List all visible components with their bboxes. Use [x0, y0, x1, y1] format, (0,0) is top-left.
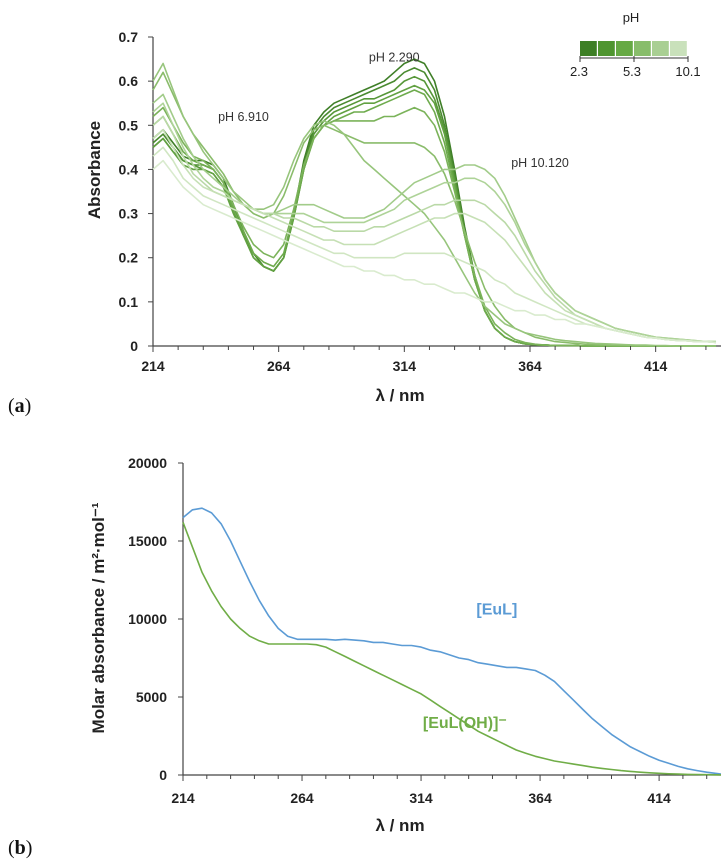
svg-text:(b): (b) — [8, 837, 32, 859]
ph-legend-swatches — [579, 41, 689, 62]
panel-b-label: (b) — [8, 837, 32, 859]
ph-annotation: pH 2.290 — [369, 50, 420, 64]
series-line-13 — [152, 146, 717, 344]
y-tick-label: 5000 — [136, 689, 167, 705]
ph-legend-swatch — [652, 41, 669, 56]
ph-legend-swatch — [580, 41, 597, 56]
ph-annotation: pH 6.910 — [218, 110, 269, 124]
y-tick-label: 0.1 — [119, 294, 139, 310]
panel-a-x-axis-title: λ / nm — [375, 386, 424, 405]
panel-a-y-axis-title: Absorbance — [85, 121, 104, 219]
series-line-12 — [152, 128, 717, 344]
panel-b-x-axis-title: λ / nm — [375, 816, 424, 835]
series-line-14 — [152, 159, 717, 344]
panel-b-series-labels: [EuL] [EuL(OH)]⁻ — [423, 601, 517, 732]
panel-a-ticks: 0 0.1 0.2 0.3 0.4 0.5 0.6 0.7 214 264 314 364 414 — [119, 29, 707, 374]
ph-legend-swatch — [670, 41, 687, 56]
x-tick-label: 264 — [290, 790, 314, 806]
y-tick-label: 0.4 — [119, 161, 139, 177]
panel-a-label: (a) — [8, 395, 31, 417]
x-tick-label: 364 — [528, 790, 552, 806]
x-tick-label: 364 — [518, 358, 542, 374]
ph-legend-swatch — [616, 41, 633, 56]
series-label: [EuL(OH)]⁻ — [423, 715, 507, 732]
ph-legend-swatch — [598, 41, 615, 56]
panel-a: 0 0.1 0.2 0.3 0.4 0.5 0.6 0.7 214 264 314 364 414 λ … — [8, 10, 721, 417]
y-tick-label: 20000 — [128, 455, 167, 471]
x-tick-label: 214 — [171, 790, 195, 806]
ph-legend-max: 10.1 — [675, 64, 700, 79]
series-line-8 — [152, 62, 716, 347]
ph-legend-title: pH — [623, 10, 640, 25]
panel-b: 0 5000 10000 15000 20000 214 264 314 364 414 [EuL… — [8, 455, 721, 859]
panel-b-y-axis-title: Molar absorbance / m²·mol⁻¹ — [89, 502, 108, 733]
ph-legend-min: 2.3 — [570, 64, 588, 79]
x-tick-label: 314 — [393, 358, 417, 374]
series-line-7 — [152, 71, 716, 347]
panel-a-series — [152, 58, 717, 347]
series-label: [EuL] — [476, 601, 517, 618]
x-tick-label: 414 — [647, 790, 671, 806]
series-line-11 — [152, 115, 717, 344]
ph-legend-swatch — [634, 41, 651, 56]
ph-legend-mid: 5.3 — [623, 64, 641, 79]
y-tick-label: 15000 — [128, 533, 167, 549]
panel-a-axes — [152, 37, 721, 347]
panel-b-letter: b — [15, 837, 26, 859]
svg-text:(a): (a) — [8, 395, 31, 417]
y-tick-label: 0.5 — [119, 117, 139, 133]
x-tick-label: 314 — [409, 790, 433, 806]
x-tick-label: 264 — [267, 358, 291, 374]
y-tick-label: 0.3 — [119, 206, 139, 222]
y-tick-label: 0 — [159, 767, 167, 783]
panel-b-ticks: 0 5000 10000 15000 20000 214 264 314 364 414 — [128, 455, 708, 806]
y-tick-label: 0.2 — [119, 250, 139, 266]
panel-a-letter: a — [15, 395, 25, 417]
x-tick-label: 414 — [644, 358, 668, 374]
x-tick-label: 214 — [141, 358, 165, 374]
panel-a-annotations: pH 2.290 pH 6.910 pH 10.120 — [218, 50, 569, 170]
ph-annotation: pH 10.120 — [511, 156, 569, 170]
panel-b-series — [182, 507, 721, 776]
y-tick-label: 0.7 — [119, 29, 139, 45]
y-tick-label: 10000 — [128, 611, 167, 627]
ph-legend: pH 2.3 5.3 10.1 — [570, 10, 701, 79]
series-line-1 — [182, 507, 721, 775]
series-line-2 — [182, 522, 721, 776]
y-tick-label: 0 — [130, 338, 138, 354]
y-tick-label: 0.6 — [119, 73, 139, 89]
